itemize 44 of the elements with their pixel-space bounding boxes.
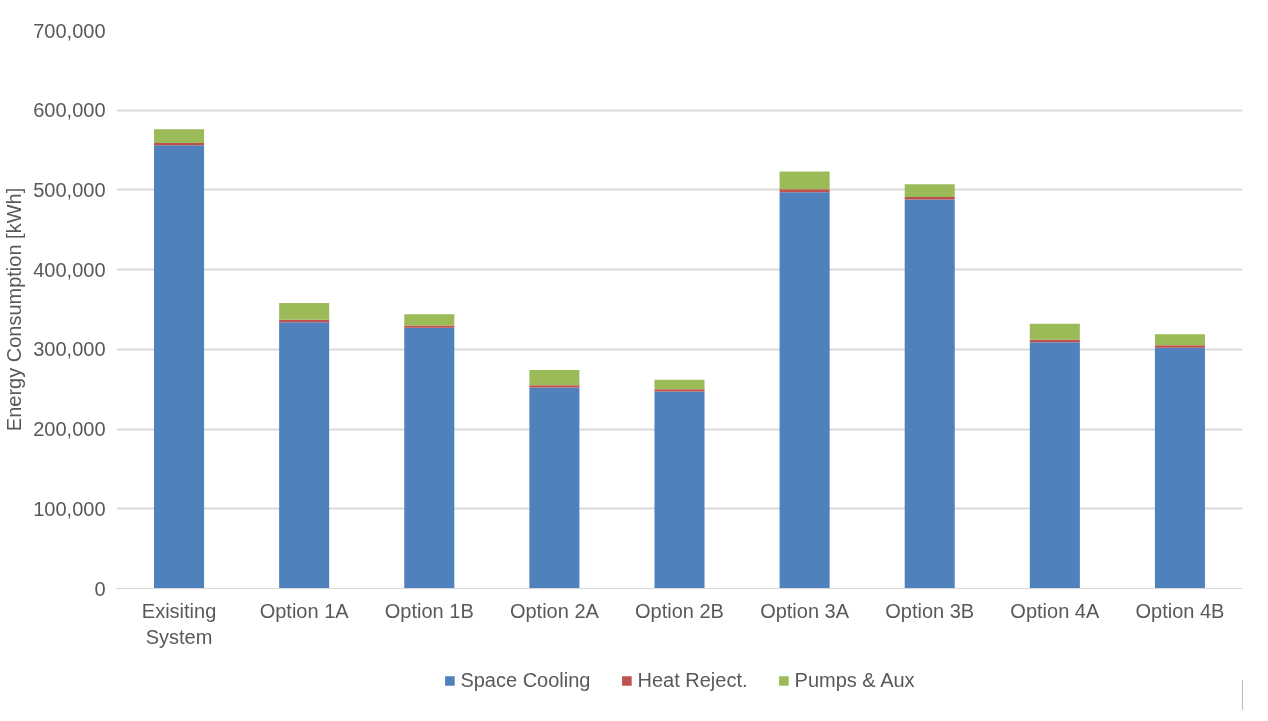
legend-label: Space Cooling — [460, 668, 591, 692]
bar — [904, 199, 955, 589]
x-tick-label: Option 2A — [509, 599, 600, 622]
bar — [779, 189, 830, 193]
bar — [404, 325, 455, 328]
bar — [779, 192, 830, 589]
legend-label: Heat Reject. — [637, 668, 748, 692]
x-tick-label: Option 3B — [885, 599, 975, 622]
x-tick-label: Option 1B — [384, 599, 474, 622]
bar — [404, 314, 455, 326]
bar — [1029, 342, 1080, 589]
x-tick-label: Option 3A — [760, 599, 850, 622]
bar — [654, 389, 705, 392]
x-tick-label: Option 4B — [1135, 599, 1225, 622]
y-tick-label: 0 — [94, 577, 106, 600]
legend-label: Pumps & Aux — [794, 668, 915, 692]
bar — [279, 303, 330, 320]
bar — [154, 129, 205, 143]
bar — [1029, 323, 1080, 340]
bar — [904, 184, 955, 198]
y-tick-label: 700,000 — [33, 19, 106, 42]
bar — [529, 370, 580, 386]
y-tick-label: 100,000 — [33, 497, 106, 520]
y-axis-title: Energy Consumption [kWh] — [3, 187, 26, 432]
y-tick-label: 200,000 — [33, 418, 106, 441]
bar — [404, 327, 455, 589]
bar — [779, 171, 830, 190]
bar — [279, 322, 330, 589]
bar — [654, 391, 705, 589]
bar — [529, 387, 580, 589]
bar — [154, 145, 205, 589]
y-tick-label: 500,000 — [33, 178, 106, 201]
x-tick-label: Option 4A — [1010, 599, 1100, 622]
x-tick-label: Option 1A — [259, 599, 350, 622]
x-tick-label: Option 2B — [635, 599, 724, 622]
y-tick-label: 400,000 — [33, 258, 106, 281]
y-tick-label: 600,000 — [33, 99, 106, 122]
bar — [1154, 334, 1205, 346]
y-tick-label: 300,000 — [33, 338, 106, 361]
bar — [654, 379, 705, 390]
bar — [1154, 345, 1205, 348]
x-tick-label: Exisiting System — [141, 599, 217, 648]
bar — [1154, 347, 1205, 589]
bar — [529, 385, 580, 388]
